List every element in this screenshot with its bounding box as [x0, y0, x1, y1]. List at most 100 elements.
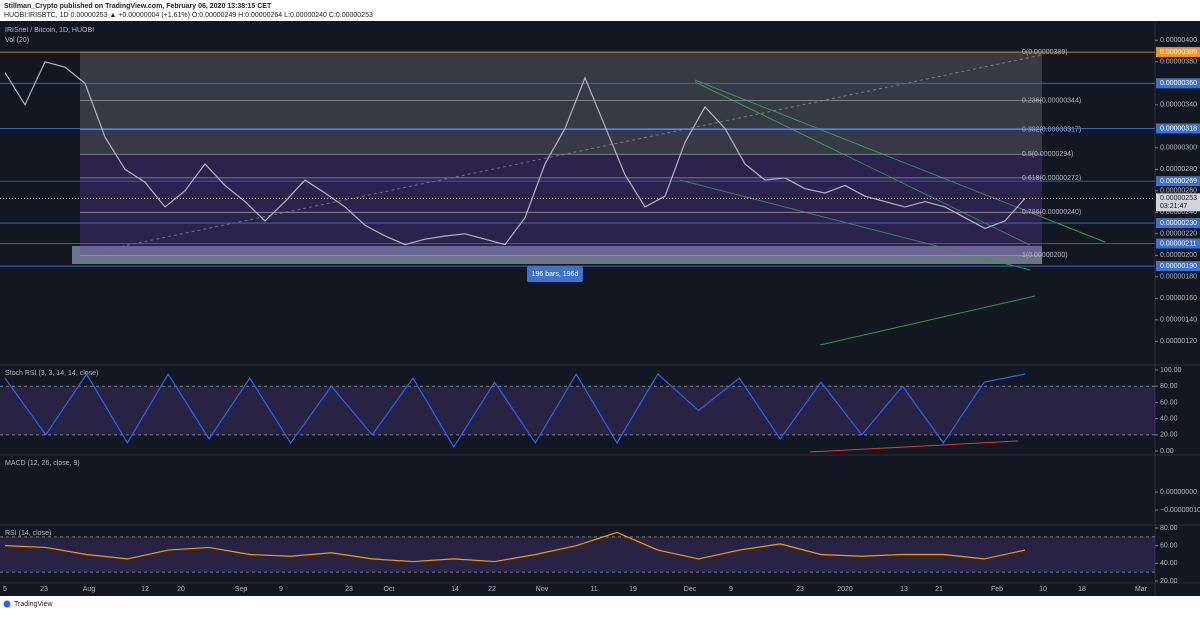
level-tag [1156, 218, 1200, 229]
series-line [4, 61, 1026, 246]
publisher: Stillman_Crypto published on TradingView… [4, 3, 272, 10]
date-label: 13 [900, 586, 908, 593]
level-label: 0.00000318 [1160, 125, 1197, 132]
logo [3, 600, 11, 608]
brand: TradingView [14, 601, 53, 608]
y-tick-label: 0.00000300 [1160, 145, 1197, 152]
y-tick-label: 0.00000180 [1160, 274, 1197, 281]
study-label: Vol (20) [5, 37, 29, 44]
y-tick-label: 60.00 [1160, 399, 1178, 406]
fib-zone [80, 154, 1042, 256]
pane-title: RSI (14, close) [5, 530, 51, 537]
band [0, 386, 1155, 435]
date-label: 21 [935, 586, 943, 593]
date-label: 20 [177, 586, 185, 593]
date-label: 2020 [837, 586, 853, 593]
date-label: 10 [1039, 586, 1047, 593]
y-tick-label: 20.00 [1160, 432, 1178, 439]
measure-tag [527, 266, 583, 282]
level-label: 0.00000230 [1160, 220, 1197, 227]
date-label: 5 [3, 586, 7, 593]
level-tag [1156, 47, 1200, 58]
level-label: 0.00000190 [1160, 263, 1197, 270]
y-tick-label: 0.00000200 [1160, 252, 1197, 259]
fib-label: 0.382(0.00000317) [1022, 126, 1081, 133]
fib-label: 0.618(0.00000272) [1022, 175, 1081, 182]
chart-area [0, 21, 1200, 596]
footer [0, 596, 1200, 612]
band [0, 536, 1155, 573]
level-tag [1156, 261, 1200, 272]
y-tick-label: 0.00000240 [1160, 209, 1197, 216]
date-label: 23 [345, 586, 353, 593]
date-label: Sep [235, 586, 248, 593]
y-tick-label: 80.00 [1160, 383, 1178, 390]
last-price-tag [1156, 193, 1200, 212]
y-tick-label: 20.00 [1160, 578, 1178, 585]
y-tick-label: 40.00 [1160, 560, 1178, 567]
pane-title: IRISnet / Bitcoin, 1D, HUOBI [5, 27, 94, 34]
fib-label: 0.786(0.00000240) [1022, 209, 1081, 216]
date-label: Nov [536, 586, 549, 593]
y-tick-label: 60.00 [1160, 543, 1178, 550]
last-price-label: 0.00000253 [1160, 195, 1197, 202]
y-tick-label: 0.00000000 [1160, 489, 1197, 496]
level-label: 0.00000389 [1160, 49, 1197, 56]
y-tick-label: 0.00 [1160, 448, 1174, 455]
date-label: Aug [83, 586, 96, 593]
fib-zone [80, 52, 1042, 155]
date-label: 22 [488, 586, 496, 593]
level-tag [1156, 78, 1200, 89]
date-label: Oct [384, 586, 395, 593]
y-tick-label: 40.00 [1160, 415, 1178, 422]
y-tick-label: 0.00000160 [1160, 295, 1197, 302]
y-tick-label: 0.00000140 [1160, 317, 1197, 324]
date-label: 12 [141, 586, 149, 593]
date-label: 9 [729, 586, 733, 593]
y-tick-label: 80.00 [1160, 525, 1178, 532]
y-tick-label: 0.00000280 [1160, 166, 1197, 173]
pane-title: Stoch RSI (3, 3, 14, 14, close) [5, 370, 98, 377]
y-tick-label: 0.00000340 [1160, 102, 1197, 109]
y-tick-label: 0.00000260 [1160, 188, 1197, 195]
countdown: 03:21:47 [1160, 203, 1187, 210]
date-label: 14 [451, 586, 459, 593]
level-tag [1156, 123, 1200, 134]
date-label: 18 [1078, 586, 1086, 593]
date-label: 23 [40, 586, 48, 593]
y-tick-label: 0.00000220 [1160, 231, 1197, 238]
level-label: 0.00000211 [1160, 240, 1197, 247]
fib-label: 0.5(0.00000294) [1022, 151, 1073, 158]
date-label: 23 [796, 586, 804, 593]
symbol-line: HUOBI:IRISBTC, 1D 0.00000253 ▲ +0.000000… [4, 12, 373, 19]
y-tick-label: 0.00000120 [1160, 338, 1197, 345]
fib-label: 1(0.00000200) [1022, 252, 1068, 259]
date-label: 9 [279, 586, 283, 593]
date-label: 19 [629, 586, 637, 593]
y-tick-label: 0.00000380 [1160, 59, 1197, 66]
date-label: Dec [684, 586, 697, 593]
trend-line [819, 295, 1036, 346]
y-tick-label: 100.00 [1160, 367, 1182, 374]
level-tag [1156, 238, 1200, 249]
level-tag [1156, 176, 1200, 187]
trend-line [694, 79, 1106, 243]
series-line [4, 531, 1026, 563]
y-tick-label: −0.00000010 [1160, 507, 1200, 514]
date-label: Mar [1135, 586, 1148, 593]
fib-label: 0.236(0.00000344) [1022, 97, 1081, 104]
divergence-line [809, 440, 1019, 453]
date-label: Feb [991, 586, 1003, 593]
trend-line [694, 81, 1031, 246]
y-tick-label: 0.00000400 [1160, 37, 1197, 44]
level-label: 0.00000269 [1160, 178, 1197, 185]
pane-title: MACD (12, 26, close, 9) [5, 460, 80, 467]
fib-trend-line [79, 54, 1043, 256]
series-line [4, 372, 1026, 449]
date-label: 11 [590, 586, 597, 593]
panes [0, 21, 1200, 596]
level-label: 0.00000360 [1160, 80, 1197, 87]
measure-label: 196 bars, 196d [532, 271, 579, 278]
